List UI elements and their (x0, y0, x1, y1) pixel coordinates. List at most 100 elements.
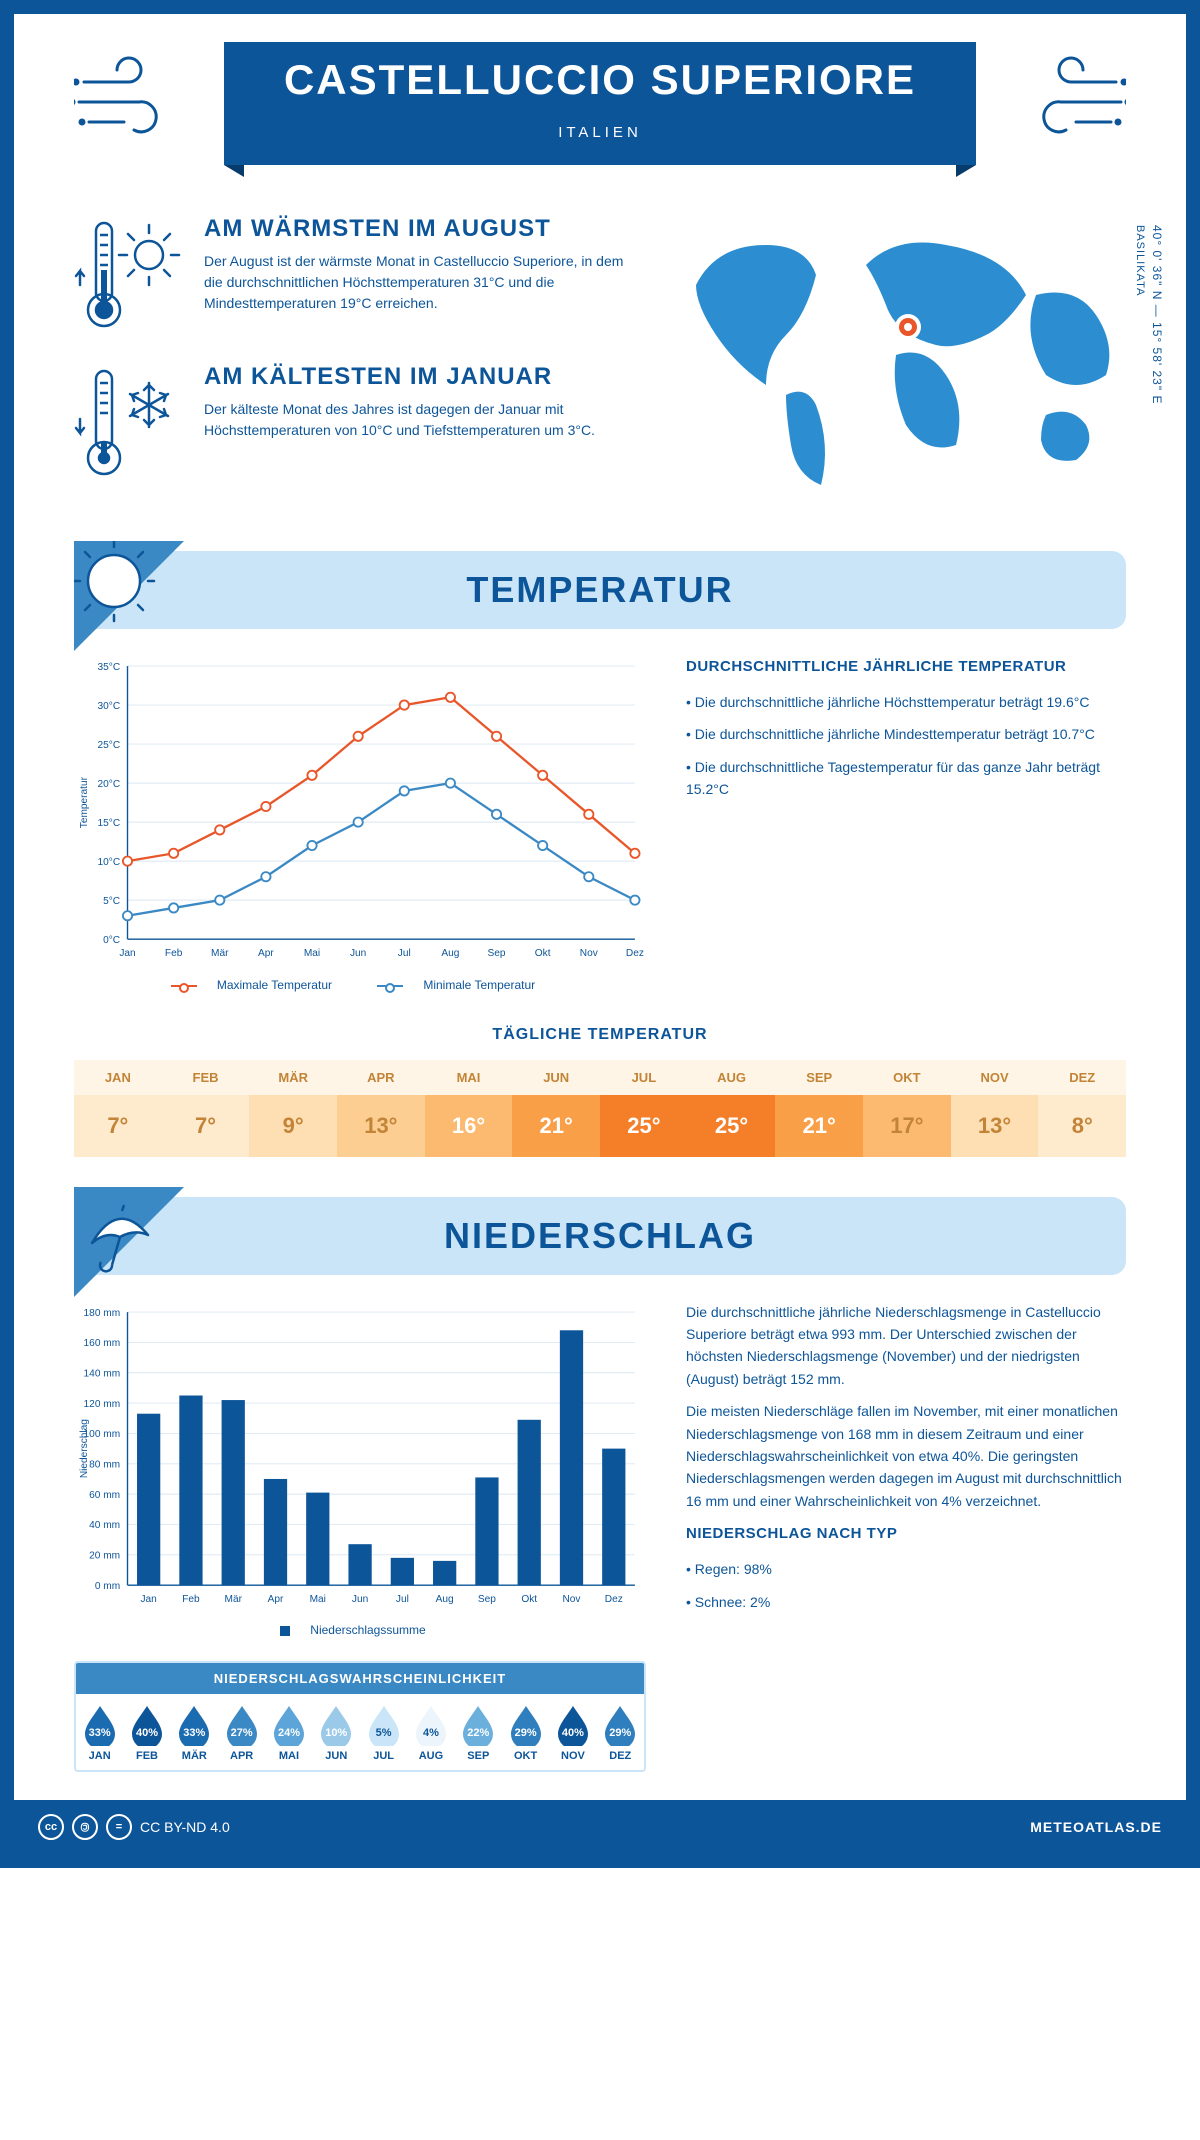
svg-text:Apr: Apr (268, 1593, 284, 1604)
umbrella-section-icon (74, 1187, 184, 1297)
svg-text:0 mm: 0 mm (95, 1581, 120, 1592)
nd-icon: = (106, 1814, 132, 1840)
precip-prob-table: NIEDERSCHLAGSWAHRSCHEINLICHKEIT 33%JAN40… (74, 1661, 646, 1772)
license-block: cc 🄯 = CC BY-ND 4.0 (38, 1814, 230, 1840)
daily-temp-cell: JAN7° (74, 1060, 162, 1157)
svg-text:Feb: Feb (165, 948, 183, 959)
daily-temp-cell: SEP21° (775, 1060, 863, 1157)
precip-row: 0 mm20 mm40 mm60 mm80 mm100 mm120 mm140 … (74, 1301, 1126, 1773)
prob-cell: 40%FEB (123, 1694, 170, 1770)
svg-text:Mai: Mai (310, 1593, 326, 1604)
section-header-temperature: TEMPERATUR (74, 551, 1126, 629)
prob-cell: 40%NOV (549, 1694, 596, 1770)
infographic-page: CASTELLUCCIO SUPERIORE ITALIEN (0, 0, 1200, 1868)
svg-text:0°C: 0°C (103, 935, 120, 946)
svg-text:Okt: Okt (521, 1593, 537, 1604)
prob-cell: 29%OKT (502, 1694, 549, 1770)
daily-temp-cell: MÄR9° (249, 1060, 337, 1157)
prob-table-title: NIEDERSCHLAGSWAHRSCHEINLICHKEIT (76, 1663, 644, 1694)
temp-bullet-2: • Die durchschnittliche jährliche Mindes… (686, 723, 1126, 745)
svg-text:Sep: Sep (488, 948, 506, 959)
precip-type-1: • Regen: 98% (686, 1558, 1126, 1580)
temperature-row: 0°C5°C10°C15°C20°C25°C30°C35°CJanFebMärA… (74, 655, 1126, 992)
svg-text:Nov: Nov (580, 948, 599, 959)
daily-temp-grid: JAN7°FEB7°MÄR9°APR13°MAI16°JUN21°JUL25°A… (74, 1060, 1126, 1157)
svg-text:120 mm: 120 mm (84, 1398, 121, 1409)
precip-type-heading: NIEDERSCHLAG NACH TYP (686, 1522, 1126, 1546)
prob-cell: 24%MAI (265, 1694, 312, 1770)
prob-cell: 4%AUG (407, 1694, 454, 1770)
section-title-temperature: TEMPERATUR (74, 569, 1126, 611)
daily-temp-cell: MAI16° (425, 1060, 513, 1157)
svg-text:35°C: 35°C (98, 662, 121, 673)
header: CASTELLUCCIO SUPERIORE ITALIEN (74, 42, 1126, 195)
temperature-info: DURCHSCHNITTLICHE JÄHRLICHE TEMPERATUR •… (686, 655, 1126, 992)
page-subtitle: ITALIEN (284, 124, 916, 141)
facts-column: AM WÄRMSTEN IM AUGUST Der August ist der… (74, 215, 626, 511)
svg-text:Jan: Jan (119, 948, 135, 959)
svg-text:Sep: Sep (478, 1593, 496, 1604)
fact-cold-title: AM KÄLTESTEN IM JANUAR (204, 363, 626, 391)
svg-text:5°C: 5°C (103, 896, 120, 907)
temp-info-heading: DURCHSCHNITTLICHE JÄHRLICHE TEMPERATUR (686, 655, 1126, 679)
svg-text:Mär: Mär (211, 948, 229, 959)
world-map-icon (666, 215, 1126, 495)
daily-temp-cell: AUG25° (688, 1060, 776, 1157)
fact-cold-text: Der kälteste Monat des Jahres ist dagege… (204, 399, 626, 441)
svg-text:Apr: Apr (258, 948, 274, 959)
wind-icon-right (1006, 52, 1126, 142)
prob-cell: 5%JUL (360, 1694, 407, 1770)
by-icon: 🄯 (72, 1814, 98, 1840)
prob-cell: 27%APR (218, 1694, 265, 1770)
footer: cc 🄯 = CC BY-ND 4.0 METEOATLAS.DE (14, 1800, 1186, 1854)
svg-text:140 mm: 140 mm (84, 1368, 121, 1379)
svg-text:Jun: Jun (352, 1593, 368, 1604)
svg-text:20 mm: 20 mm (89, 1550, 120, 1561)
fact-warmest: AM WÄRMSTEN IM AUGUST Der August ist der… (74, 215, 626, 335)
svg-text:Jun: Jun (350, 948, 366, 959)
prob-row: 33%JAN40%FEB33%MÄR27%APR24%MAI10%JUN5%JU… (76, 1694, 644, 1770)
legend-min: Minimale Temperatur (423, 978, 535, 992)
cc-icon: cc (38, 1814, 64, 1840)
fact-coldest: AM KÄLTESTEN IM JANUAR Der kälteste Mona… (74, 363, 626, 483)
daily-temp-title: TÄGLICHE TEMPERATUR (74, 1026, 1126, 1044)
svg-text:40 mm: 40 mm (89, 1520, 120, 1531)
fact-warm-text: Der August ist der wärmste Monat in Cast… (204, 251, 626, 314)
temp-bullet-3: • Die durchschnittliche Tagestemperatur … (686, 756, 1126, 801)
svg-text:15°C: 15°C (98, 818, 121, 829)
section-title-precip: NIEDERSCHLAG (74, 1215, 1126, 1257)
content-area: CASTELLUCCIO SUPERIORE ITALIEN (14, 14, 1186, 1800)
svg-text:180 mm: 180 mm (84, 1307, 121, 1318)
svg-text:Aug: Aug (436, 1593, 454, 1604)
svg-text:Niederschlag: Niederschlag (79, 1419, 90, 1478)
precip-info: Die durchschnittliche jährliche Niedersc… (686, 1301, 1126, 1773)
prob-cell: 10%JUN (313, 1694, 360, 1770)
precip-chart-box: 0 mm20 mm40 mm60 mm80 mm100 mm120 mm140 … (74, 1301, 646, 1773)
svg-text:20°C: 20°C (98, 779, 121, 790)
prob-cell: 33%JAN (76, 1694, 123, 1770)
daily-temp-cell: APR13° (337, 1060, 425, 1157)
svg-text:160 mm: 160 mm (84, 1338, 121, 1349)
region-label: BASILIKATA (1134, 225, 1146, 296)
page-title: CASTELLUCCIO SUPERIORE (284, 56, 916, 104)
precip-type-2: • Schnee: 2% (686, 1591, 1126, 1613)
svg-text:Dez: Dez (605, 1593, 623, 1604)
precip-p1: Die durchschnittliche jährliche Niedersc… (686, 1301, 1126, 1391)
coords-label: 40° 0' 36" N — 15° 58' 23" E (1150, 225, 1164, 404)
sun-section-icon (74, 541, 184, 651)
precip-legend: Niederschlagssumme (74, 1623, 646, 1637)
daily-temp-cell: FEB7° (162, 1060, 250, 1157)
svg-text:Mär: Mär (225, 1593, 243, 1604)
prob-cell: 33%MÄR (171, 1694, 218, 1770)
site-name: METEOATLAS.DE (1030, 1819, 1162, 1835)
svg-text:Dez: Dez (626, 948, 644, 959)
temperature-chart: 0°C5°C10°C15°C20°C25°C30°C35°CJanFebMärA… (74, 655, 646, 992)
svg-text:Aug: Aug (441, 948, 459, 959)
thermometer-sun-icon (74, 215, 184, 335)
daily-temp-cell: JUN21° (512, 1060, 600, 1157)
svg-text:60 mm: 60 mm (89, 1489, 120, 1500)
svg-text:Mai: Mai (304, 948, 320, 959)
svg-text:Jan: Jan (140, 1593, 156, 1604)
daily-temp-cell: JUL25° (600, 1060, 688, 1157)
svg-text:25°C: 25°C (98, 740, 121, 751)
